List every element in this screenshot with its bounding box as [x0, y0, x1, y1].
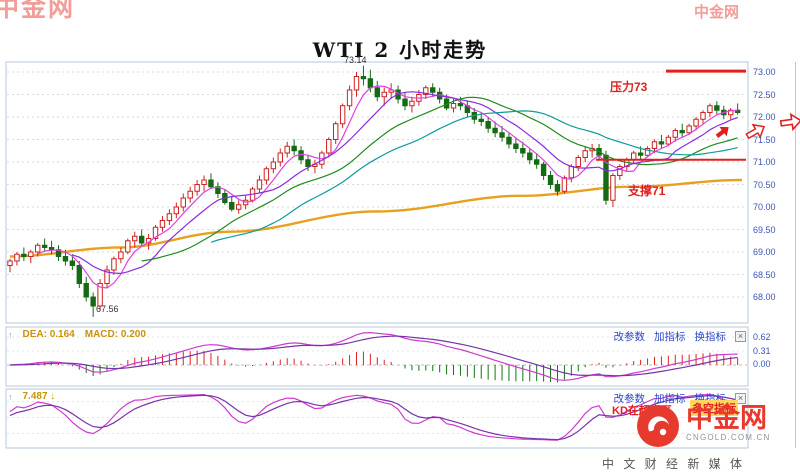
bull-bear-indicator-badge[interactable]: 多空指标: [690, 400, 738, 416]
price-axis-label: 72.50: [753, 89, 776, 100]
logo-name: 中金网: [686, 403, 767, 433]
macd-axis-label: 0.31: [753, 346, 771, 356]
price-axis-label: 71.00: [753, 157, 776, 167]
up-arrow-marker: [715, 126, 729, 139]
kd-value: 7.487 ↓: [22, 391, 56, 402]
macd-axis-label: 0.00: [753, 359, 771, 369]
resistance-label: 压力73: [610, 80, 648, 94]
price-axis-label: 70.50: [753, 179, 776, 190]
dea-value: DEA: 0.164: [22, 329, 75, 340]
long-ma-line: [9, 178, 743, 258]
price-axis-label: 69.50: [753, 224, 776, 235]
period-high-label: 73.14: [344, 55, 367, 65]
macd-histogram: [16, 350, 739, 383]
cngold-logo-icon: [637, 405, 679, 447]
kd-panel-links: 改参数 加指标 换指标 ×: [613, 391, 746, 406]
macd-change-params-link[interactable]: 改参数: [613, 331, 646, 343]
panel-arrow-icon: ↑: [8, 391, 13, 402]
macd-add-indicator-link[interactable]: 加指标: [654, 331, 686, 343]
kd-header: ↑ 7.487 ↓: [8, 391, 55, 402]
price-axis-label: 70.00: [753, 202, 776, 212]
price-axis-label: 71.50: [753, 134, 776, 145]
kd-change-params-link[interactable]: 改参数: [613, 393, 646, 405]
logo-text: 中金网 CNGOLD.COM.CN: [686, 403, 771, 443]
kd-add-indicator-link[interactable]: 加指标: [654, 393, 686, 405]
price-axis-label: 72.00: [753, 112, 776, 122]
up-arrow-marker: [779, 112, 800, 132]
logo-slogan: 中 文 财 经 新 媒 体: [602, 457, 746, 471]
support-label: 支撑71: [628, 184, 666, 198]
macd-header: ↑ DEA: 0.164 MACD: 0.200: [8, 329, 146, 340]
cngold-logo: 中金网 CNGOLD.COM.CN: [636, 404, 771, 448]
macd-value: MACD: 0.200: [84, 329, 146, 340]
chart-title: WTI 2 小时走势: [312, 38, 488, 62]
macd-close-button[interactable]: ×: [735, 331, 746, 342]
macd-panel-links: 改参数 加指标 换指标 ×: [613, 329, 746, 344]
price-axis-label: 73.00: [753, 67, 776, 77]
period-low-label: 67.56: [96, 304, 119, 314]
kd-close-button[interactable]: ×: [735, 393, 746, 404]
macd-switch-indicator-link[interactable]: 换指标: [694, 331, 727, 343]
price-axis-label: 68.50: [753, 269, 776, 280]
logo-domain: CNGOLD.COM.CN: [686, 433, 771, 443]
macd-axis-label: 0.62: [753, 332, 771, 342]
panel-arrow-icon: ↑: [8, 329, 13, 340]
up-arrow-marker: [745, 123, 766, 140]
price-axis-label: 68.00: [753, 292, 776, 302]
price-axis-label: 69.00: [753, 247, 776, 257]
